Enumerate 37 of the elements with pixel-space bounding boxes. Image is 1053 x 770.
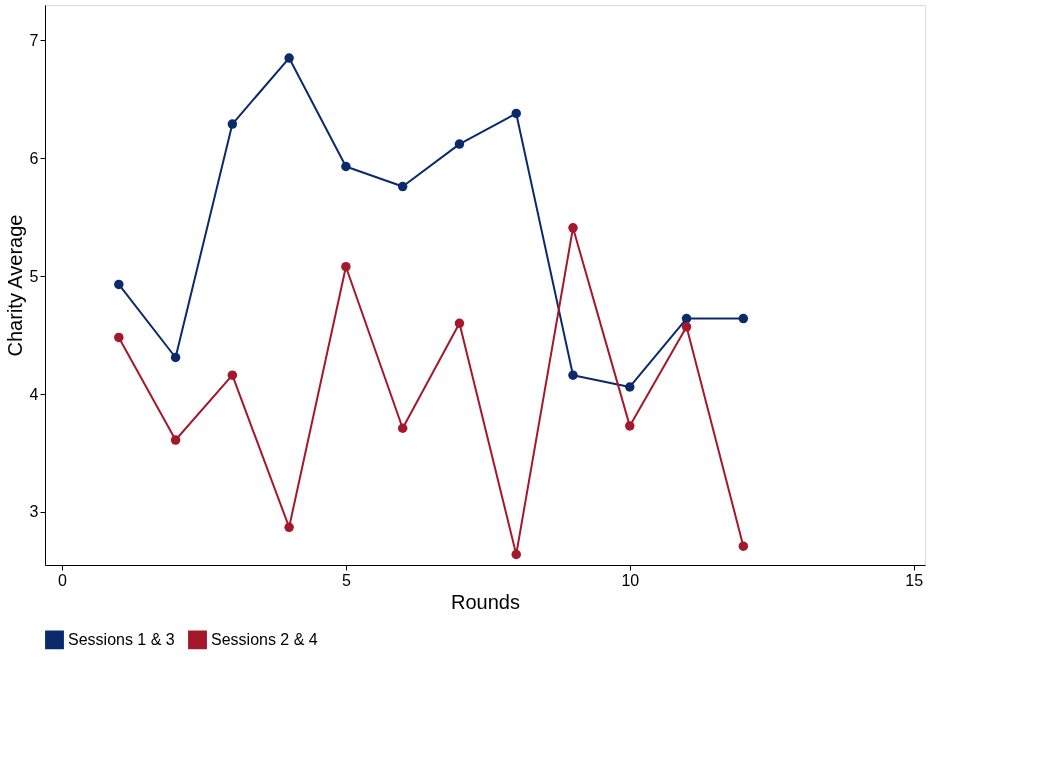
point <box>511 549 521 560</box>
y-tick-label: 7 <box>29 31 39 49</box>
x-tick-label: 0 <box>58 571 68 589</box>
point <box>341 161 351 172</box>
point <box>114 332 124 343</box>
point <box>738 313 749 324</box>
point <box>341 261 351 272</box>
point <box>454 318 465 329</box>
point <box>227 370 238 380</box>
y-tick-label: 3 <box>29 503 39 521</box>
point <box>738 541 749 551</box>
point <box>284 522 294 533</box>
legend-label: Sessions 2 & 4 <box>211 630 318 648</box>
point <box>284 53 294 63</box>
x-tick-label: 15 <box>905 571 924 589</box>
point <box>397 181 408 192</box>
point <box>625 382 635 392</box>
point <box>397 423 408 433</box>
y-tick-label: 6 <box>29 149 39 167</box>
legend-label: Sessions 1 & 3 <box>68 630 175 648</box>
x-axis-title: Rounds <box>451 590 520 613</box>
x-tick-label: 10 <box>621 571 640 589</box>
point <box>170 352 181 363</box>
point <box>681 322 692 332</box>
point <box>681 313 692 324</box>
point <box>454 139 465 149</box>
point <box>227 119 238 129</box>
point <box>625 421 635 431</box>
y-tick-label: 4 <box>29 385 39 403</box>
point <box>568 223 578 233</box>
x-tick-label: 5 <box>341 571 351 589</box>
point <box>114 279 124 290</box>
point <box>568 370 578 380</box>
point <box>170 435 181 445</box>
y-axis-title: Charity Average <box>3 214 26 357</box>
y-tick-label: 5 <box>29 267 39 285</box>
point <box>511 108 521 119</box>
